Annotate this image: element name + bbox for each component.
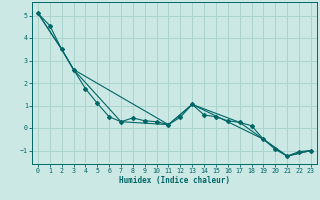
- X-axis label: Humidex (Indice chaleur): Humidex (Indice chaleur): [119, 176, 230, 185]
